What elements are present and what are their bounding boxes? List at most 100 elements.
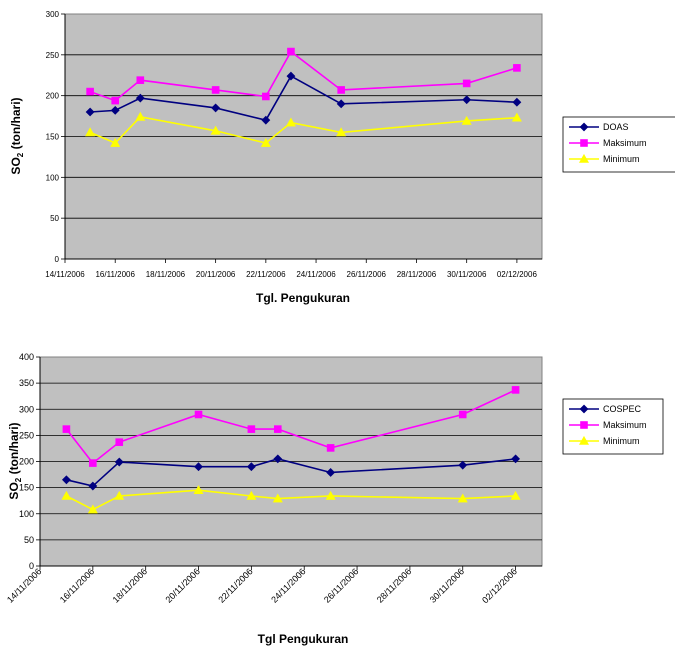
data-point-doas [261, 115, 271, 125]
data-point-maksimum [136, 76, 145, 84]
legend: DOAS Maksimum Minimum [562, 116, 675, 173]
x-tick-label: 24/11/2006 [269, 566, 307, 604]
y-tick-label: 150 [46, 133, 60, 142]
chart-1: 0 50 100 150 200 250 300 14/11/2006 16/11/2006 18… [9, 10, 675, 305]
data-point-cospec [61, 475, 71, 485]
x-axis-title: Tgl Pengukuran [258, 632, 349, 646]
data-point-doas [211, 103, 221, 113]
data-point-minimum [246, 490, 257, 500]
data-point-cospec [511, 454, 521, 464]
x-tick-label: 16/11/2006 [95, 270, 135, 279]
data-point-maksimum [247, 425, 256, 433]
chart-2: 0 50 100 150 200 250 300 350 400 14/11/2006 16/11/… [5, 352, 664, 646]
y-tick-label: 400 [19, 352, 34, 362]
y-axis-title: SO2 (ton/hari) [9, 97, 25, 174]
y-tick-label: 50 [24, 535, 34, 545]
legend-marker [579, 404, 589, 414]
legend-marker [578, 153, 590, 163]
x-tick-label: 18/11/2006 [146, 270, 186, 279]
data-point-minimum [61, 490, 72, 500]
y-tick-label: 300 [19, 404, 34, 414]
legend: COSPEC Maksimum Minimum [562, 398, 664, 455]
data-point-doas [85, 107, 95, 117]
data-point-minimum [511, 112, 522, 122]
data-point-cospec [246, 462, 256, 472]
legend-marker [579, 122, 589, 132]
legend-label-maksimum: Maksimum [603, 420, 647, 430]
legend-label-doas: DOAS [603, 122, 629, 132]
y-tick-label: 200 [19, 457, 34, 467]
data-point-maksimum [513, 64, 521, 72]
data-point-minimum [193, 485, 204, 495]
legend-marker [580, 421, 588, 429]
data-point-minimum [135, 111, 146, 121]
data-point-maksimum [287, 47, 295, 56]
data-point-minimum [510, 490, 521, 500]
data-point-cospec [458, 460, 468, 470]
x-tick-label: 22/11/2006 [216, 566, 254, 604]
y-tick-label: 300 [46, 10, 60, 19]
y-tick-label: 250 [46, 51, 60, 60]
y-tick-label: 250 [19, 430, 34, 440]
y-tick-label: 100 [46, 173, 60, 182]
x-tick-label: 22/11/2006 [246, 270, 286, 279]
x-tick-label: 26/11/2006 [322, 566, 360, 604]
x-tick-label: 24/11/2006 [296, 270, 336, 279]
legend-marker [580, 139, 588, 147]
data-point-minimum [461, 115, 472, 125]
data-point-minimum [325, 490, 336, 500]
data-point-maksimum [89, 459, 97, 467]
y-tick-label: 100 [19, 509, 34, 519]
x-tick-label: 16/11/2006 [58, 566, 96, 604]
y-tick-label: 150 [19, 483, 34, 493]
x-tick-label: 28/11/2006 [397, 270, 437, 279]
data-point-maksimum [115, 438, 124, 446]
data-point-minimum [260, 137, 271, 147]
x-tick-label: 30/11/2006 [428, 566, 466, 604]
data-point-doas [336, 99, 346, 109]
data-point-maksimum [511, 386, 520, 394]
y-tick-label: 50 [50, 214, 59, 223]
x-tick-label: 28/11/2006 [375, 566, 413, 604]
data-point-cospec [326, 468, 336, 477]
data-point-maksimum [273, 425, 282, 433]
x-tick-label: 02/12/2006 [497, 270, 538, 279]
data-point-minimum [272, 493, 283, 503]
data-point-maksimum [458, 410, 467, 419]
data-point-cospec [273, 454, 283, 464]
x-tick-label: 20/11/2006 [196, 270, 236, 279]
data-point-cospec [194, 462, 203, 472]
data-point-cospec [88, 481, 98, 491]
y-tick-label: 0 [29, 561, 34, 571]
x-tick-label: 18/11/2006 [111, 566, 149, 604]
y-tick-label: 0 [55, 255, 60, 264]
x-tick-label: 14/11/2006 [45, 270, 85, 279]
x-tick-label: 26/11/2006 [347, 270, 387, 279]
data-point-maksimum [326, 444, 335, 452]
data-point-minimum [114, 490, 125, 500]
legend-label-maksimum: Maksimum [603, 138, 647, 148]
x-tick-label: 20/11/2006 [163, 566, 201, 604]
data-point-maksimum [262, 92, 270, 101]
x-tick-label: 30/11/2006 [447, 270, 487, 279]
data-point-maksimum [86, 87, 94, 96]
data-point-maksimum [62, 425, 71, 433]
legend-label-minimum: Minimum [603, 436, 640, 446]
data-point-doas [135, 93, 145, 103]
data-point-doas [110, 105, 120, 115]
y-axis-title: SO2 (ton/hari) [7, 422, 23, 499]
data-point-doas [462, 95, 472, 105]
data-point-minimum [85, 127, 96, 137]
data-point-cospec [114, 457, 124, 467]
data-point-doas [286, 71, 296, 81]
data-point-minimum [87, 504, 98, 514]
x-tick-label: 14/11/2006 [5, 566, 43, 604]
data-point-minimum [285, 117, 296, 127]
data-point-doas [512, 97, 522, 107]
data-point-maksimum [337, 86, 345, 94]
data-point-minimum [110, 137, 121, 147]
legend-label-minimum: Minimum [603, 154, 640, 164]
data-point-minimum [210, 125, 221, 135]
data-point-maksimum [111, 96, 120, 105]
